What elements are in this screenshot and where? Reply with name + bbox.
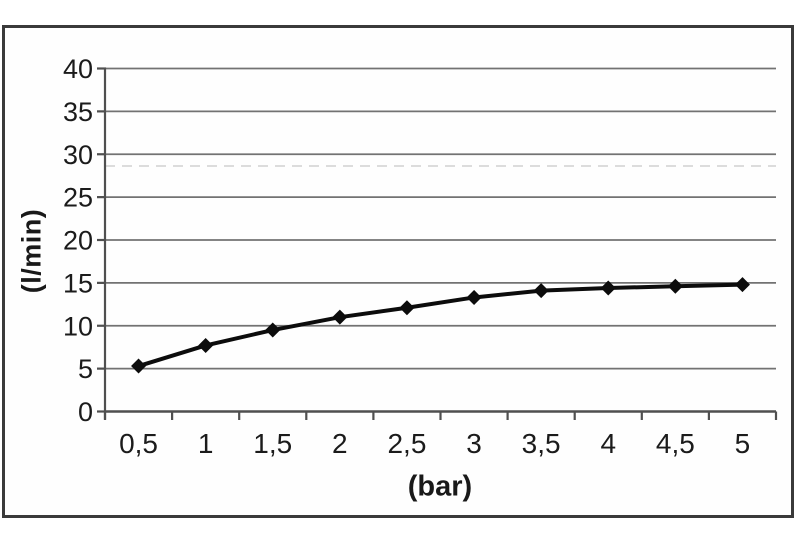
data-point-marker: [332, 309, 348, 325]
data-point-marker: [131, 358, 147, 374]
data-point-marker: [600, 280, 616, 296]
gridlines: [105, 67, 776, 370]
data-point-marker: [667, 278, 683, 294]
y-tick-label: 40: [63, 54, 93, 84]
series-line: [136, 282, 745, 369]
y-tick-labels: 0 5 10 15 20 25 30 35 40: [63, 54, 93, 427]
data-point-marker: [399, 300, 415, 316]
x-tick-label: 4,5: [656, 428, 695, 459]
y-tick-label: 20: [63, 226, 93, 256]
x-tick-label: 2,5: [387, 428, 426, 459]
y-tick-label: 25: [63, 183, 93, 213]
y-tick-label: 35: [63, 97, 93, 127]
data-point-marker: [198, 337, 214, 353]
y-tick-label: 0: [78, 397, 93, 427]
data-series: [131, 277, 750, 374]
data-point-marker: [734, 277, 750, 293]
x-tick-label: 3,5: [522, 428, 561, 459]
y-tick-label: 10: [63, 311, 93, 341]
x-tick-label: 2: [332, 428, 348, 459]
data-point-marker: [265, 322, 281, 338]
x-axis-title: (bar): [407, 470, 473, 503]
x-tick-label: 1: [198, 428, 214, 459]
x-tick-label: 4: [600, 428, 616, 459]
x-tick-label: 5: [735, 428, 751, 459]
data-point-marker: [466, 289, 482, 305]
y-tick-label: 5: [78, 354, 93, 384]
y-axis: [97, 67, 107, 420]
y-axis-title: (l/min): [16, 208, 47, 294]
x-axis: [103, 410, 778, 420]
x-tick-label: 1,5: [253, 428, 292, 459]
x-tick-labels: 0,5 1 1,5 2 2,5 3 3,5 4 4,5 5: [119, 428, 750, 459]
data-point-marker: [533, 283, 549, 299]
chart-frame: [2, 25, 794, 518]
x-tick-label: 3: [466, 428, 482, 459]
y-tick-label: 30: [63, 140, 93, 170]
y-tick-label: 15: [63, 268, 93, 298]
x-tick-label: 0,5: [119, 428, 158, 459]
